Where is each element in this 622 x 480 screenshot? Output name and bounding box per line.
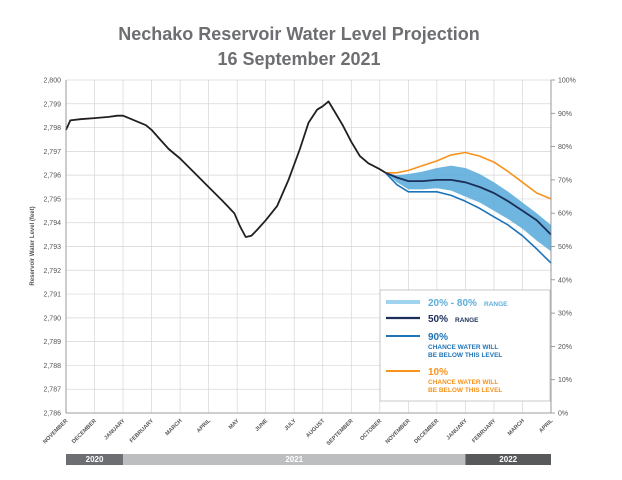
chart-title: Nechako Reservoir Water Level Projection (118, 24, 479, 44)
y-tick-label: 2,800 (43, 78, 61, 85)
y-tick-label: 2,798 (43, 125, 61, 132)
legend: 20% - 80% RANGE 50% RANGE 90% CHANCE WAT… (379, 289, 551, 402)
chart-subtitle: 16 September 2021 (217, 49, 380, 69)
y2-tick-label: 40% (558, 277, 572, 284)
x-tick-label: FEBRUARY (129, 418, 155, 444)
legend-p10-line1: CHANCE WATER WILL (428, 379, 498, 386)
y-tick-label: 2,791 (43, 292, 61, 299)
legend-p90-line1: CHANCE WATER WILL (428, 344, 498, 351)
y-tick-label: 2,797 (43, 149, 61, 156)
x-tick-label: OCTOBER (359, 418, 383, 442)
x-tick-label: SEPTEMBER (326, 418, 355, 447)
series-lines (65, 100, 552, 264)
y2-tick-label: 30% (558, 311, 572, 318)
x-tick-label: JANUARY (446, 418, 469, 441)
y-tick-labels: 2,786 2,787 2,788 2,789 2,790 2,791 2,792 2,793… (43, 78, 61, 418)
legend-p10-label: 10% (428, 367, 448, 378)
legend-p90-line2: BE BELOW THIS LEVEL (428, 352, 502, 359)
y-tick-label: 2,795 (43, 196, 61, 203)
y-tick-label: 2,789 (43, 339, 61, 346)
legend-band-label: 20% - 80% (428, 298, 477, 309)
y2-tick-label: 100% (558, 78, 576, 85)
year-label: 2021 (285, 455, 303, 464)
x-tick-label: DECEMBER (71, 418, 98, 445)
range-band-group (385, 165, 551, 252)
y2-tick-label: 70% (558, 177, 572, 184)
x-tick-label: JANUARY (103, 418, 126, 441)
y2-tick-label: 10% (558, 377, 572, 384)
y-tick-label: 2,788 (43, 363, 61, 370)
year-segment (123, 454, 466, 465)
legend-band-suffix: RANGE (484, 301, 508, 308)
x-tick-labels: NOVEMBER DECEMBER JANUARY FEBRUARY MARCH APRI… (42, 418, 555, 447)
legend-p50-label: 50% (428, 314, 448, 325)
range-band-20-80 (385, 165, 551, 252)
y-axis-label: Reservoir Water Level (feet) (30, 206, 36, 285)
series-line-50pct (385, 171, 552, 236)
x-tick-label: NOVEMBER (385, 418, 412, 445)
year-bar: 2020 2021 2022 (66, 454, 551, 465)
year-label: 2022 (499, 455, 517, 464)
y2-tick-labels: 0% 10% 20% 30% 40% 50% 60% 70% 80% 90% 100% (551, 78, 576, 418)
grid-lines (65, 79, 552, 414)
legend-box (379, 289, 551, 402)
legend-p50-suffix: RANGE (455, 317, 479, 324)
y2-tick-label: 80% (558, 144, 572, 151)
x-tick-label: NOVEMBER (42, 418, 69, 445)
x-tick-label: AUGUST (305, 418, 326, 439)
x-tick-label: APRIL (196, 418, 213, 435)
year-label: 2020 (86, 455, 104, 464)
x-tick-label: MAY (228, 418, 241, 431)
x-tick-label: MARCH (165, 418, 184, 437)
series-line-10pct (385, 151, 552, 200)
y-tick-label: 2,786 (43, 411, 61, 418)
y-tick-label: 2,792 (43, 268, 61, 275)
year-segment (66, 454, 124, 465)
y2-tick-label: 60% (558, 211, 572, 218)
y-tick-label: 2,793 (43, 244, 61, 251)
series-line-90pct (384, 172, 552, 264)
y-tick-label: 2,787 (43, 387, 61, 394)
x-tick-label: DECEMBER (413, 418, 440, 445)
y-tick-label: 2,794 (43, 220, 61, 227)
y2-tick-label: 90% (558, 111, 572, 118)
y-tick-label: 2,790 (43, 315, 61, 322)
legend-p90-label: 90% (428, 332, 448, 343)
x-tick-label: JUNE (254, 418, 269, 433)
y2-tick-label: 20% (558, 344, 572, 351)
y2-tick-label: 50% (558, 244, 572, 251)
legend-p10-line2: BE BELOW THIS LEVEL (428, 387, 502, 394)
year-segment (465, 454, 551, 465)
y-tick-label: 2,796 (43, 173, 61, 180)
x-tick-label: FEBRUARY (471, 418, 497, 444)
x-tick-label: JULY (284, 418, 298, 432)
series-line-observed (65, 100, 386, 238)
y2-tick-label: 0% (558, 411, 568, 418)
y-tick-label: 2,799 (43, 101, 61, 108)
x-tick-label: MARCH (507, 418, 526, 437)
x-tick-label: APRIL (538, 418, 555, 435)
